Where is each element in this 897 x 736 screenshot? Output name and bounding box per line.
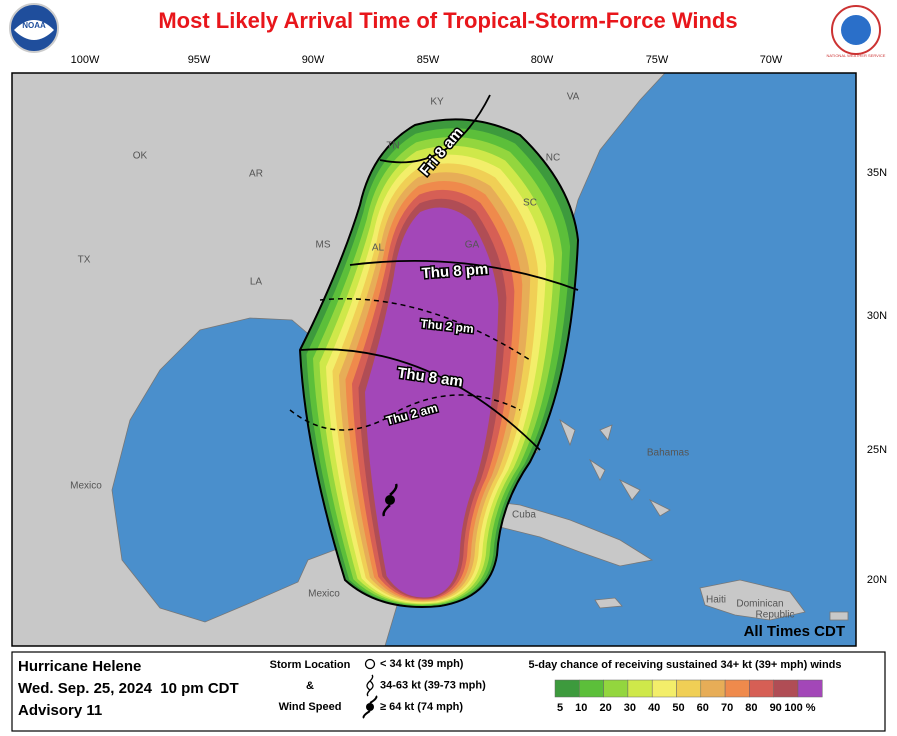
place-label: Mexico [308,589,340,600]
place-label: Republic [756,610,795,621]
latitude-label: 25N [867,444,887,456]
scale-title: 5-day chance of receiving sustained 34+ … [529,659,842,671]
scale-box [603,679,629,698]
scale-box [627,679,653,698]
time-note: All Times CDT [744,623,845,640]
latitude-label: 35N [867,167,887,179]
place-label: Mexico [70,481,102,492]
legend-amp: & [306,680,314,692]
storm-name: Hurricane Helene [18,658,141,675]
scale-label: 80 [745,702,757,714]
state-label: LA [250,277,263,288]
scale-label: 20 [599,702,611,714]
color-scale: 5 10 20 30 40 50 60 70 80 90 100 % [554,679,823,714]
scale-box [651,679,677,698]
longitude-label: 100W [71,54,100,66]
scale-box [749,679,774,698]
legend-title: Storm Location [270,659,351,671]
scale-box [676,679,702,698]
noaa-logo: NOAA [9,3,59,53]
longitude-label: 95W [188,54,211,66]
latitude-label: 20N [867,574,887,586]
latitude-label: 30N [867,310,887,322]
scale-label: 50 [672,702,684,714]
place-label: Cuba [512,510,536,521]
scale-box [773,679,799,698]
scale-box [724,679,750,698]
scale-box [700,679,726,698]
probability-band [365,207,499,598]
state-label: OK [133,151,148,162]
state-label: KY [430,97,444,108]
longitude-label: 80W [531,54,554,66]
scale-label: 30 [624,702,636,714]
scale-label: 100 % [784,702,815,714]
symbol-ts [366,674,374,697]
state-label: GA [465,240,480,251]
state-label: AL [372,243,385,254]
state-label: TX [78,255,91,266]
noaa-label: NOAA [22,21,46,30]
advisory: Advisory 11 [18,702,102,719]
hurricane-symbol [382,483,398,517]
state-label: SC [523,198,537,209]
symbol-low [364,658,376,670]
state-label: TN [386,141,399,152]
longitude-label: 85W [417,54,440,66]
map: KY VA TN NC OK AR SC MS AL GA TX LA Mexico Mexico Cuba… [12,73,856,646]
state-label: VA [567,92,580,103]
scale-label: 40 [648,702,660,714]
scale-label: 5 [557,702,563,714]
symbol-label: ≥ 64 kt (74 mph) [380,701,463,713]
scale-box [554,679,580,698]
symbol-hurricane [366,703,374,711]
state-label: MS [316,240,331,251]
state-label: NC [546,153,560,164]
scale-label: 70 [721,702,733,714]
scale-label: 60 [697,702,709,714]
state-label: AR [249,169,263,180]
longitude-label: 75W [646,54,669,66]
place-label: Dominican [736,599,783,610]
title: Most Likely Arrival Time of Tropical-Sto… [158,8,737,33]
symbol-label: < 34 kt (39 mph) [380,658,464,670]
scale-label: 90 [770,702,782,714]
longitude-label: 90W [302,54,325,66]
scale-box [579,679,604,698]
place-label: Haiti [706,595,726,606]
map-frame [11,72,857,647]
legend-title: Wind Speed [279,701,342,713]
nws-label: NATIONAL WEATHER SERVICE [827,53,886,58]
symbol-label: 34-63 kt (39-73 mph) [380,679,486,691]
nws-logo: NATIONAL WEATHER SERVICE [827,5,886,58]
scale-label: 10 [575,702,587,714]
scale-box [797,679,823,698]
place-label: Bahamas [647,448,689,459]
longitude-label: 70W [760,54,783,66]
issued: Wed. Sep. 25, 2024 10 pm CDT [18,680,239,697]
symbol-hurricane [362,695,378,719]
